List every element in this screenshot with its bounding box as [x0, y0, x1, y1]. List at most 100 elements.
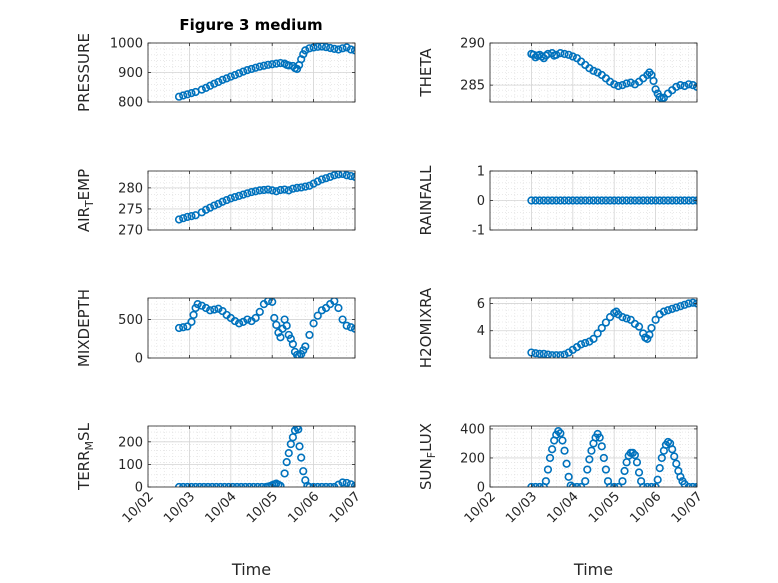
- data-point: [688, 482, 697, 487]
- data-point: [251, 187, 260, 196]
- data-point: [214, 304, 223, 313]
- data-point: [601, 196, 611, 205]
- data-point: [630, 450, 640, 460]
- data-point: [663, 196, 673, 205]
- data-point: [601, 465, 611, 474]
- data-point: [330, 171, 339, 180]
- data-point: [653, 475, 662, 484]
- data-point: [187, 317, 196, 326]
- data-point: [564, 472, 573, 481]
- data-point: [545, 453, 555, 463]
- data-point: [301, 46, 310, 55]
- data-point: [626, 196, 635, 205]
- data-point: [626, 315, 635, 324]
- data-point: [676, 81, 685, 90]
- marker-group: [527, 49, 697, 102]
- data-point: [245, 482, 254, 487]
- y-label-main: AIR: [75, 207, 93, 232]
- y-label-main: TERR: [75, 450, 93, 491]
- data-point: [630, 196, 640, 205]
- data-point: [183, 322, 192, 331]
- data-point: [334, 480, 343, 487]
- data-point: [643, 334, 652, 344]
- data-point: [668, 445, 677, 454]
- data-point: [597, 196, 606, 205]
- data-point: [272, 59, 281, 68]
- data-point: [292, 183, 302, 192]
- data-point: [676, 472, 685, 481]
- x-axis-label: Time: [231, 560, 271, 579]
- data-point: [243, 315, 252, 324]
- data-point: [309, 319, 318, 328]
- data-point: [338, 171, 347, 179]
- data-point: [659, 93, 668, 102]
- data-point: [589, 66, 598, 75]
- data-point: [299, 467, 308, 476]
- data-point: [626, 78, 635, 87]
- data-point: [672, 82, 681, 91]
- y-label-main: THETA: [417, 48, 435, 98]
- data-point: [556, 49, 565, 58]
- data-point: [595, 433, 604, 442]
- data-point: [179, 323, 188, 332]
- y-label-main: PRESSURE: [75, 33, 93, 112]
- data-point: [288, 340, 298, 349]
- data-point: [581, 196, 590, 205]
- y-tick-label: 6: [477, 297, 485, 312]
- data-point: [195, 482, 204, 487]
- y-axis-label: H2OMIXRA: [417, 287, 435, 368]
- data-point: [684, 299, 693, 308]
- y-tick-label: 0: [477, 481, 485, 496]
- data-point: [663, 306, 673, 315]
- y-tick-label: 1: [477, 165, 485, 180]
- data-point: [605, 482, 615, 487]
- data-point: [274, 480, 283, 487]
- data-point: [249, 482, 258, 487]
- x-tick-label: 10/04: [203, 489, 240, 526]
- data-point: [255, 307, 264, 316]
- data-point: [651, 315, 660, 324]
- data-point: [680, 196, 689, 205]
- data-point: [651, 196, 660, 205]
- data-point: [651, 85, 660, 94]
- data-point: [326, 482, 335, 487]
- data-point: [326, 43, 335, 53]
- data-point: [585, 196, 594, 205]
- data-point: [313, 482, 322, 487]
- figure-title: Figure 3 medium: [179, 16, 322, 34]
- axes-box: [489, 425, 698, 488]
- data-point: [208, 482, 217, 487]
- data-point: [220, 482, 229, 487]
- data-point: [610, 482, 619, 487]
- axes-box: [147, 425, 356, 488]
- data-point: [199, 482, 208, 487]
- data-point: [346, 171, 355, 181]
- data-point: [239, 190, 248, 199]
- subplot-h2omixra: 4 6 H2OMIXRA: [417, 287, 698, 368]
- data-point: [187, 89, 196, 98]
- y-label-main: MIXDEPTH: [75, 289, 93, 367]
- data-point: [670, 452, 679, 461]
- marker-group: [527, 426, 697, 487]
- data-point: [531, 196, 540, 205]
- data-point: [206, 306, 215, 315]
- subplot-rainfall: -1 0 1 RAINFALL: [417, 165, 698, 239]
- data-point: [647, 196, 656, 205]
- data-point: [334, 303, 343, 313]
- data-point: [692, 196, 697, 205]
- data-point: [527, 482, 536, 487]
- data-point: [321, 482, 331, 487]
- data-point: [692, 299, 697, 308]
- x-tick-label: 10/04: [545, 489, 582, 526]
- data-point: [556, 351, 565, 358]
- data-point: [554, 426, 563, 436]
- data-point: [547, 196, 557, 205]
- y-tick-label: 290: [460, 37, 485, 52]
- data-point: [535, 349, 544, 358]
- data-point: [259, 61, 269, 70]
- data-point: [263, 298, 273, 306]
- data-point: [305, 482, 314, 487]
- data-point: [556, 429, 565, 438]
